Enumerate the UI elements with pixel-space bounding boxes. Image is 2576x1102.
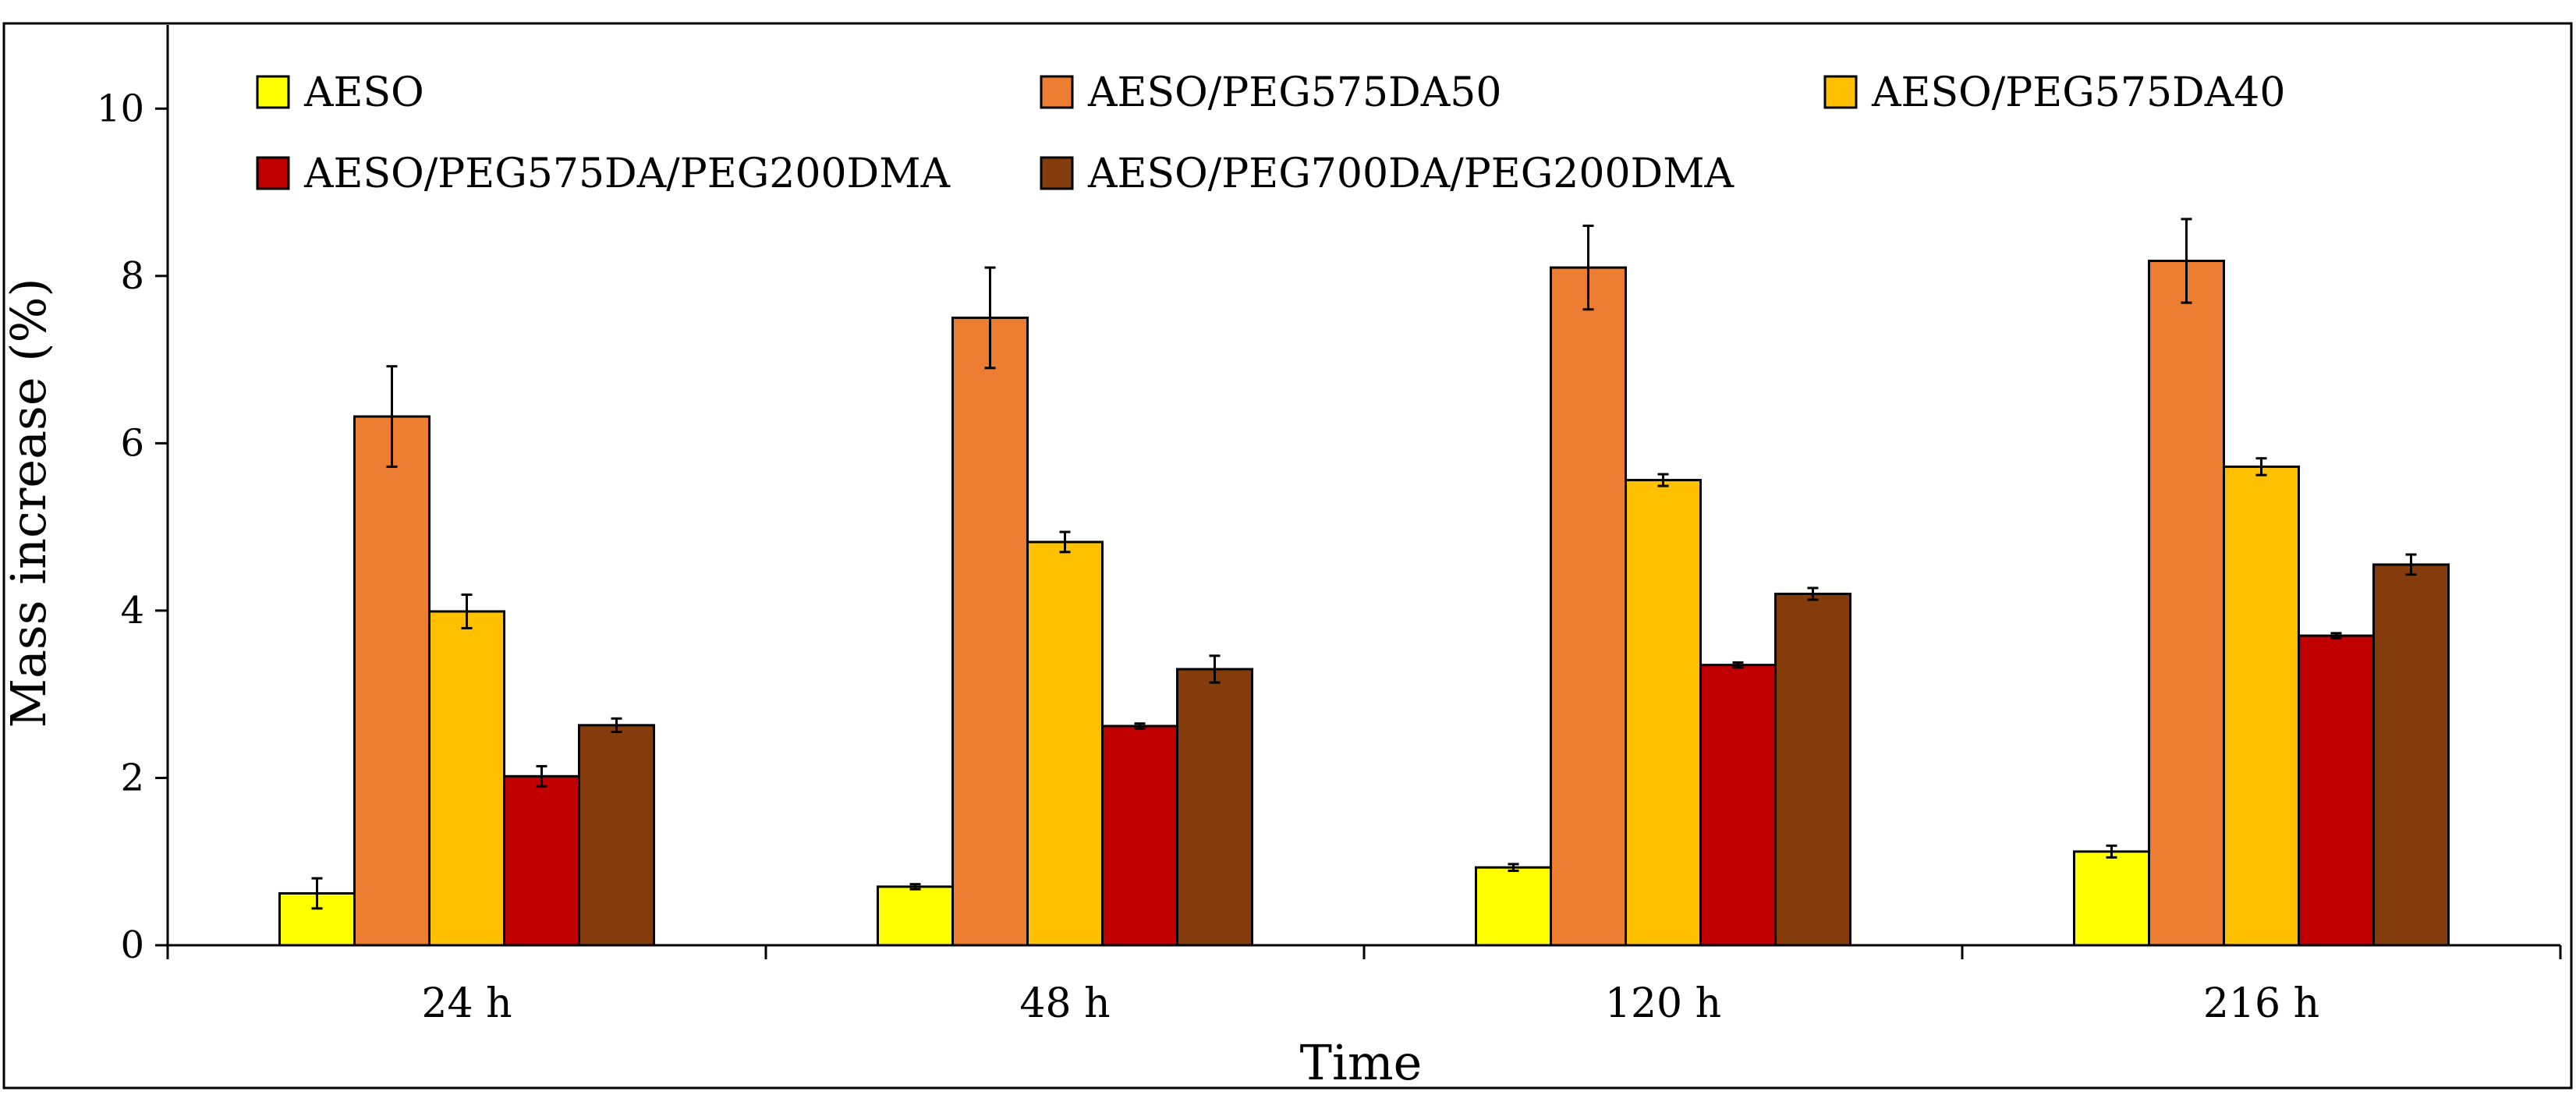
axes-group: 0 2 4 6 8 10 24 h 48 h 120 h 216 h xyxy=(97,25,2562,1027)
bar xyxy=(951,316,1029,947)
legend-label: AESO/PEG575DA50 xyxy=(1087,69,1501,116)
bar xyxy=(503,774,580,947)
error-bar xyxy=(2181,218,2192,304)
y-tick-label: 10 xyxy=(97,87,144,130)
error-bar xyxy=(311,877,323,910)
error-bar xyxy=(536,764,547,788)
error-bar xyxy=(1732,661,1744,669)
y-tick-label: 4 xyxy=(120,589,144,632)
y-tick-label: 0 xyxy=(120,923,144,967)
legend-swatch xyxy=(256,156,290,190)
legend-item: AESO/PEG575DA40 xyxy=(1823,69,2285,116)
x-tick-label: 216 h xyxy=(2203,980,2319,1027)
bar xyxy=(353,415,431,947)
bar xyxy=(2372,563,2450,947)
x-tick-label: 24 h xyxy=(421,980,512,1027)
legend-item: AESO/PEG575DA50 xyxy=(1040,69,1501,116)
error-bar xyxy=(2255,457,2267,477)
error-bar xyxy=(611,717,622,733)
bar xyxy=(578,724,655,947)
legend-item: AESO xyxy=(256,69,424,116)
bar xyxy=(1625,479,1702,947)
error-bar xyxy=(461,594,473,629)
error-bar xyxy=(984,266,996,370)
legend-label: AESO/PEG700DA/PEG200DMA xyxy=(1087,151,1734,197)
error-bar xyxy=(2106,844,2117,859)
legend-swatch xyxy=(1040,75,1074,109)
bar xyxy=(1176,668,1253,947)
error-bar xyxy=(1657,473,1669,487)
legend-label: AESO/PEG575DA/PEG200DMA xyxy=(303,151,951,197)
error-bar xyxy=(2405,553,2417,576)
error-bar xyxy=(1807,586,1819,601)
error-bar xyxy=(386,365,398,468)
errorbars-group xyxy=(311,218,2417,910)
legend-label: AESO/PEG575DA40 xyxy=(1871,69,2285,116)
legend-swatch xyxy=(256,75,290,109)
error-bar xyxy=(1209,654,1221,684)
bars-group xyxy=(278,260,2450,947)
bar xyxy=(877,885,954,947)
plot-frame xyxy=(2,22,2573,1090)
bar xyxy=(2223,465,2300,947)
bar xyxy=(1026,540,1104,947)
error-bar xyxy=(1508,863,1519,873)
legend-item: AESO/PEG575DA/PEG200DMA xyxy=(256,151,951,197)
x-tick-label: 48 h xyxy=(1019,980,1110,1027)
error-bar xyxy=(1582,224,1594,311)
legend: AESO AESO/PEG575DA50 AESO/PEG575DA40 AESO/P… xyxy=(256,69,2285,197)
x-axis-title: Time xyxy=(1300,1034,1423,1091)
y-axis-title: Mass increase (%) xyxy=(0,278,57,728)
bar xyxy=(2148,260,2225,947)
error-bar xyxy=(1059,530,1071,554)
y-tick-label: 2 xyxy=(120,756,144,799)
legend-label: AESO xyxy=(303,69,424,116)
error-bar xyxy=(909,883,921,891)
legend-item: AESO/PEG700DA/PEG200DMA xyxy=(1040,151,1734,197)
legend-swatch xyxy=(1040,156,1074,190)
error-bar xyxy=(2330,632,2342,640)
bar xyxy=(1101,725,1178,947)
bar xyxy=(1475,866,1552,947)
legend-swatch xyxy=(1823,75,1858,109)
error-bar xyxy=(1134,722,1146,730)
y-tick-label: 6 xyxy=(120,421,144,465)
bar xyxy=(2298,634,2375,947)
x-tick-label: 120 h xyxy=(1605,980,1721,1027)
bar xyxy=(1550,266,1627,947)
bar xyxy=(1774,592,1851,947)
bar xyxy=(2073,850,2150,947)
y-tick-label: 8 xyxy=(120,254,144,298)
bar xyxy=(428,610,505,947)
bar xyxy=(1699,664,1777,947)
